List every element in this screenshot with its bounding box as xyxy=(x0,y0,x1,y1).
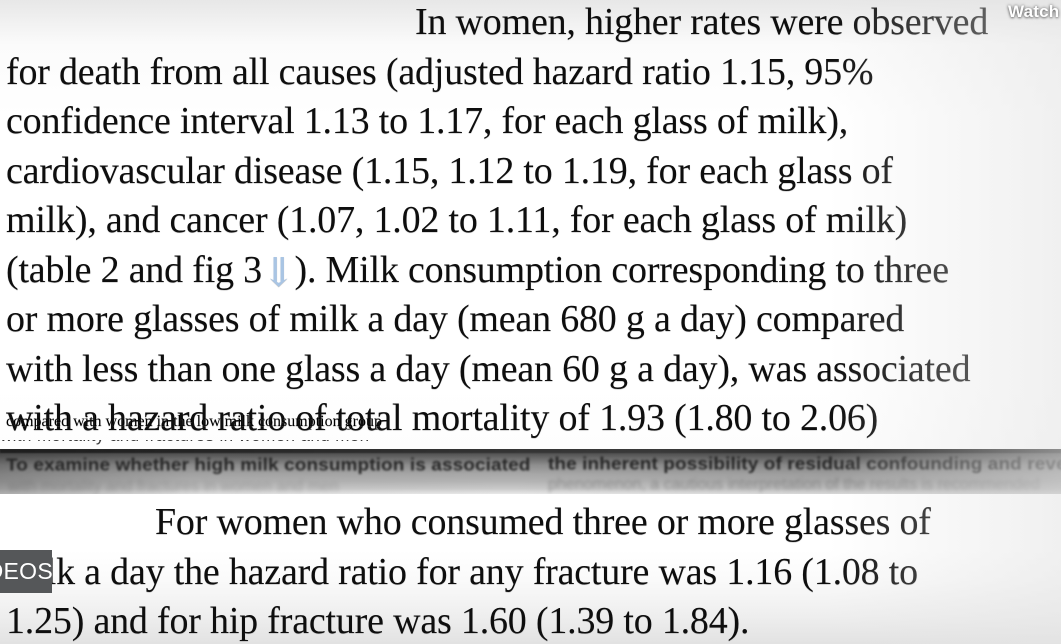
videos-overlay-label: VIDEOS xyxy=(0,558,52,584)
text-line: confidence interval 1.13 to 1.17, for ea… xyxy=(6,100,849,142)
text-line: 1.25) and for hip fracture was 1.60 (1.3… xyxy=(6,600,750,642)
blurred-text-left: To examine whether high milk consumption… xyxy=(6,455,531,476)
text-line: cardiovascular disease (1.15, 1.12 to 1.… xyxy=(6,149,893,192)
text-line: or more glasses of milk a day (mean 680 … xyxy=(6,298,905,340)
ghost-text: with mortality and fractures in women an… xyxy=(0,440,1061,444)
text-line: milk), and cancer (1.07, 1.02 to 1.11, f… xyxy=(6,199,908,241)
text-line: with less than one glass a day (mean 60 … xyxy=(6,347,971,390)
blurred-text-right: the inherent possibility of residual con… xyxy=(548,454,1061,475)
lower-text-block: For women who consumed three or more gla… xyxy=(0,498,1061,644)
upper-text-block: In women, higher rates were observed for… xyxy=(6,1,989,439)
watch-overlay-label[interactable]: Watch xyxy=(1008,2,1060,21)
text-line: For women who consumed three or more gla… xyxy=(155,501,931,543)
text-line: for death from all causes (adjusted haza… xyxy=(6,50,874,93)
text-line: milk a day the hazard ratio for any frac… xyxy=(6,550,918,593)
blurred-text-faint-left: with mortality and fractures in women an… xyxy=(8,478,339,494)
figure-reference-suffix: ). Milk consumption corresponding to thr… xyxy=(294,248,950,291)
figure-reference-line: (table 2 and fig 3⇓). Milk consumption c… xyxy=(6,248,950,295)
text-line: In women, higher rates were observed xyxy=(415,1,989,43)
band-top-edge xyxy=(0,449,1061,453)
blurred-text-faint-right: phenomenon, a cautious interpretation of… xyxy=(548,476,1040,493)
figure-reference-prefix: (table 2 and fig 3 xyxy=(6,248,262,291)
videos-overlay-button[interactable]: VIDEOS xyxy=(0,550,52,593)
scroll-motion-blur-band: To examine whether high milk consumption… xyxy=(0,449,1061,494)
